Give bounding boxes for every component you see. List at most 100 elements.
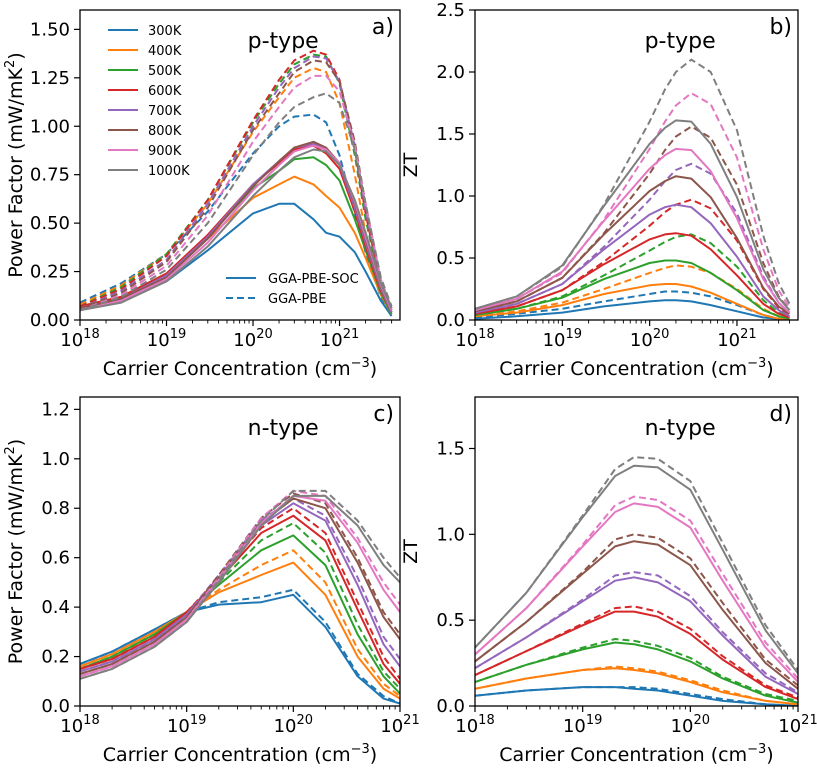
series-line-1000K-dashed bbox=[80, 92, 393, 312]
series-line-900K-solid bbox=[80, 144, 393, 312]
x-tick-label: 1019 bbox=[147, 327, 186, 351]
x-tick-label: 1019 bbox=[543, 327, 582, 351]
y-axis-label: ZT bbox=[400, 539, 422, 564]
y-tick-label: 1.5 bbox=[436, 124, 465, 145]
legend-temperatures: 300K 400K 500K 600K 700K 800K 900K 1000K bbox=[108, 24, 190, 179]
y-tick-label: 0.75 bbox=[30, 165, 70, 186]
series-line-500K-solid bbox=[475, 259, 790, 320]
panel-title: p-type bbox=[248, 29, 319, 54]
series-line-800K-dashed bbox=[475, 125, 791, 313]
series-group bbox=[80, 489, 400, 705]
y-axis-label: Power Factor (mW/mK2) bbox=[3, 439, 27, 664]
legend-methods: GGA-PBE-SOC GGA-PBE bbox=[226, 272, 359, 307]
panel-letter: a) bbox=[372, 15, 394, 40]
series-line-400K-solid bbox=[475, 283, 790, 320]
legend-label: 400K bbox=[148, 44, 182, 59]
y-tick-label: 1.0 bbox=[436, 186, 465, 207]
y-tick-label: 1.0 bbox=[436, 524, 465, 545]
panel-b: 0.0 0.5 1.0 1.5 2.0 2.5 1018 1019 1020 1021 Carrie… bbox=[400, 0, 799, 380]
x-tick-label: 1019 bbox=[563, 713, 602, 737]
x-tick-label: 1020 bbox=[233, 327, 272, 351]
series-group bbox=[80, 49, 393, 317]
series-group bbox=[475, 456, 798, 706]
legend-label: 1000K bbox=[148, 164, 190, 179]
series-line-900K-dashed bbox=[475, 495, 798, 680]
series-line-500K-dashed bbox=[475, 233, 790, 319]
legend-label: GGA-PBE bbox=[268, 292, 326, 307]
y-tick-label: 1.25 bbox=[30, 68, 70, 89]
y-tick-label: 1.0 bbox=[41, 449, 70, 470]
y-axis-label: Power Factor (mW/mK2) bbox=[3, 52, 27, 277]
series-line-900K-solid bbox=[80, 494, 400, 678]
y-tick-label: 0.0 bbox=[436, 696, 465, 717]
legend-label: 900K bbox=[148, 144, 182, 159]
legend-label: 800K bbox=[148, 124, 182, 139]
x-tick-label: 1021 bbox=[778, 713, 817, 737]
series-line-1000K-solid bbox=[80, 148, 393, 312]
series-line-400K-dashed bbox=[80, 549, 400, 697]
panel-title: n-type bbox=[645, 416, 716, 441]
y-tick-label: 1.00 bbox=[30, 116, 70, 137]
panel-title: p-type bbox=[645, 29, 716, 54]
y-tick-label: 0.50 bbox=[30, 213, 70, 234]
y-tick-label: 0.8 bbox=[41, 498, 70, 519]
series-line-900K-dashed bbox=[475, 92, 791, 312]
series-line-300K-dashed bbox=[475, 290, 790, 320]
y-tick-label: 0.5 bbox=[436, 610, 465, 631]
legend-label: 500K bbox=[148, 64, 182, 79]
y-tick-label: 1.2 bbox=[41, 399, 70, 420]
x-tick-label: 1020 bbox=[671, 713, 710, 737]
series-line-1000K-dashed bbox=[475, 456, 798, 671]
series-group bbox=[475, 58, 791, 320]
series-line-700K-dashed bbox=[80, 497, 400, 673]
y-tick-label: 0.5 bbox=[436, 248, 465, 269]
y-tick-label: 0.0 bbox=[41, 696, 70, 717]
series-line-600K-dashed bbox=[80, 49, 393, 311]
series-line-900K-solid bbox=[475, 502, 798, 683]
axes-frame bbox=[79, 396, 401, 707]
series-line-300K-dashed bbox=[80, 588, 400, 705]
panel-title: n-type bbox=[248, 416, 319, 441]
axes-frame bbox=[474, 9, 799, 321]
x-axis-label: Carrier Concentration (cm−3) bbox=[103, 356, 377, 380]
legend-label: 700K bbox=[148, 104, 182, 119]
y-axis-label: ZT bbox=[400, 152, 422, 177]
x-tick-label: 1018 bbox=[455, 327, 494, 351]
panel-letter: d) bbox=[769, 402, 792, 427]
panel-a: 0.00 0.25 0.50 0.75 1.00 1.25 1.50 1018 1019 1020… bbox=[3, 9, 401, 380]
series-line-600K-dashed bbox=[80, 507, 400, 680]
legend-label: 600K bbox=[148, 84, 182, 99]
series-line-700K-dashed bbox=[475, 571, 798, 694]
series-line-900K-dashed bbox=[80, 74, 393, 312]
series-line-600K-dashed bbox=[475, 605, 798, 699]
x-tick-label: 1020 bbox=[630, 327, 669, 351]
panel-letter: b) bbox=[769, 15, 792, 40]
panel-c: 0.0 0.2 0.4 0.6 0.8 1.0 1.2 1018 1019 1020 1021Car… bbox=[3, 396, 420, 766]
y-tick-label: 0.0 bbox=[436, 310, 465, 331]
x-tick-label: 1018 bbox=[60, 713, 99, 737]
series-line-400K-dashed bbox=[475, 665, 798, 706]
x-axis-label: Carrier Concentration (cm−3) bbox=[499, 356, 773, 380]
x-axis-label: Carrier Concentration (cm−3) bbox=[499, 742, 773, 766]
series-line-400K-solid bbox=[80, 561, 400, 700]
series-line-600K-solid bbox=[80, 514, 400, 685]
series-line-1000K-solid bbox=[80, 494, 400, 680]
series-line-900K-solid bbox=[475, 147, 791, 314]
axes-frame bbox=[474, 396, 799, 707]
y-tick-label: 1.50 bbox=[30, 19, 70, 40]
series-line-300K-solid bbox=[475, 299, 790, 320]
x-tick-label: 1018 bbox=[455, 713, 494, 737]
x-tick-label: 1020 bbox=[274, 713, 313, 737]
y-tick-label: 0.25 bbox=[30, 262, 70, 283]
y-tick-label: 0.00 bbox=[30, 310, 70, 331]
x-tick-label: 1019 bbox=[167, 713, 206, 737]
legend-label: 300K bbox=[148, 24, 182, 39]
series-line-400K-dashed bbox=[475, 264, 790, 320]
x-tick-label: 1021 bbox=[717, 327, 756, 351]
series-line-1000K-dashed bbox=[475, 58, 791, 310]
series-line-500K-dashed bbox=[475, 638, 798, 702]
series-line-600K-solid bbox=[475, 610, 798, 701]
y-tick-label: 0.4 bbox=[41, 597, 70, 618]
